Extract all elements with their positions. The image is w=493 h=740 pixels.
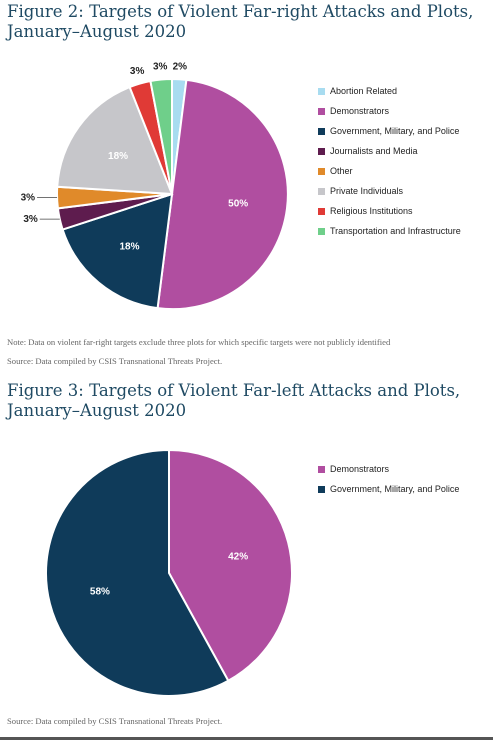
pie-slice-demonstrators (168, 448, 293, 683)
far-left-pie-chart: 42% 58% (45, 448, 293, 697)
figure-3-title-line-1: Figure 3: Targets of Violent Far-left At… (7, 381, 461, 400)
legend-label-demonstrators: Demonstrators (330, 464, 390, 474)
figure-2-title-line-1: Figure 2: Targets of Violent Far-right A… (7, 2, 474, 21)
legend-item-religious-institutions: Religious Institutions (318, 201, 461, 221)
figure-3-title-line-2: January–August 2020 (7, 401, 187, 420)
legend-item-other: Other (318, 161, 461, 181)
legend-label-religious-institutions: Religious Institutions (330, 206, 413, 216)
slice-label-transportation-and-infrastructure: 3% (153, 62, 168, 73)
legend-item-demonstrators: Demonstrators (318, 459, 459, 479)
legend-item-journalists-and-media: Journalists and Media (318, 141, 461, 161)
slice-label-journalists-and-media: 3% (23, 214, 38, 225)
figure-2-title-line-2: January–August 2020 (7, 22, 187, 41)
pie-slice-demonstrators (156, 78, 289, 311)
pie-slice-government-military-and-police (45, 448, 230, 697)
slice-label-private-individuals: 18% (108, 151, 128, 162)
slice-label-demonstrators: 42% (228, 551, 248, 562)
figure-3-source: Source: Data compiled by CSIS Transnatio… (7, 716, 223, 726)
legend-swatch-demonstrators (318, 465, 325, 473)
legend-label-government-military-and-police: Government, Military, and Police (330, 126, 460, 136)
far-right-legend: Abortion Related Demonstrators Government,… (318, 81, 461, 241)
legend-label-transportation-and-infrastructure: Transportation and Infrastructure (330, 226, 461, 236)
legend-label-journalists-and-media: Journalists and Media (330, 146, 418, 156)
pie-slice-transportation-and-infrastructure (149, 77, 173, 195)
legend-label-demonstrators: Demonstrators (330, 106, 390, 116)
legend-label-private-individuals: Private Individuals (330, 186, 404, 196)
far-right-pie-chart: 2% 50% 18% 3% 3% 18% 3% 3% (21, 61, 289, 311)
legend-swatch-journalists-and-media (318, 147, 325, 155)
figure-2-source: Source: Data compiled by CSIS Transnatio… (7, 356, 223, 366)
legend-label-abortion-related: Abortion Related (330, 86, 398, 96)
legend-item-private-individuals: Private Individuals (318, 181, 461, 201)
legend-item-abortion-related: Abortion Related (318, 81, 461, 101)
slice-label-government-military-and-police: 18% (119, 241, 139, 252)
legend-swatch-transportation-and-infrastructure (318, 227, 325, 235)
figure-2-note: Note: Data on violent far-right targets … (7, 337, 391, 347)
legend-swatch-other (318, 167, 325, 175)
legend-item-government-military-and-police: Government, Military, and Police (318, 121, 461, 141)
pie-slice-private-individuals (56, 85, 174, 196)
pie-slice-government-military-and-police (61, 192, 174, 310)
bottom-border (0, 737, 493, 740)
legend-swatch-religious-institutions (318, 207, 325, 215)
legend-label-other: Other (330, 166, 353, 176)
slice-label-abortion-related: 2% (173, 61, 188, 72)
legend-swatch-government-military-and-police (318, 127, 325, 135)
legend-swatch-abortion-related (318, 87, 325, 95)
legend-swatch-demonstrators (318, 107, 325, 115)
far-left-legend: Demonstrators Government, Military, and P… (318, 459, 459, 499)
legend-item-transportation-and-infrastructure: Transportation and Infrastructure (318, 221, 461, 241)
slice-label-government-military-and-police: 58% (90, 587, 110, 598)
legend-swatch-government-military-and-police (318, 485, 325, 493)
legend-item-demonstrators: Demonstrators (318, 101, 461, 121)
legend-label-government-military-and-police: Government, Military, and Police (330, 484, 460, 494)
slice-label-demonstrators: 50% (228, 198, 248, 209)
legend-item-government-military-and-police: Government, Military, and Police (318, 479, 459, 499)
slice-label-other: 3% (21, 193, 36, 204)
legend-swatch-private-individuals (318, 187, 325, 195)
slice-label-religious-institutions: 3% (130, 66, 145, 77)
